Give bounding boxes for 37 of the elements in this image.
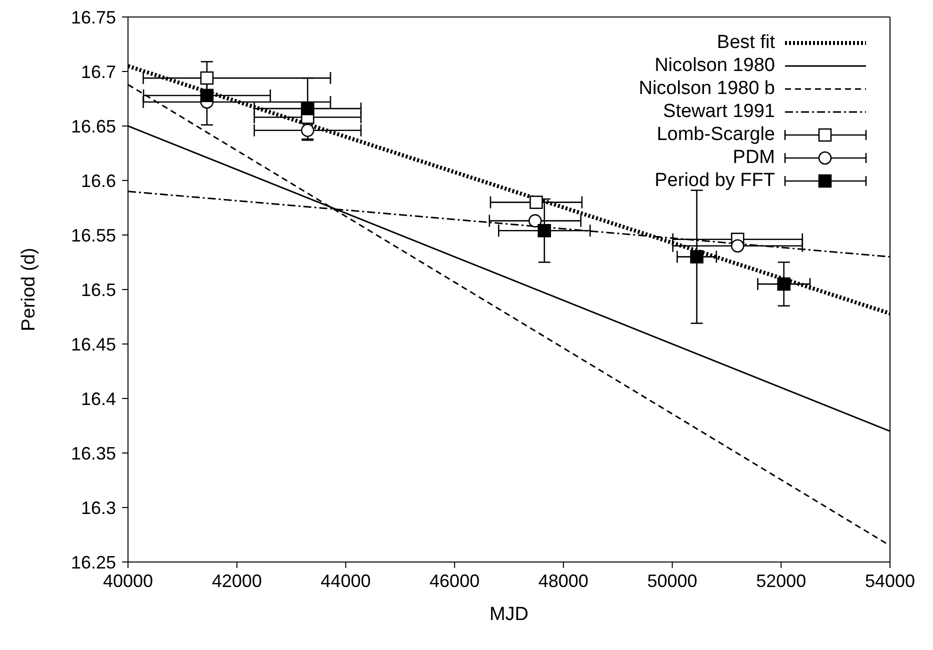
point [200,88,214,102]
x-tick-label: 52000 [756,570,806,591]
y-tick-label: 16.65 [70,116,116,136]
point [777,277,791,291]
y-tick-label: 16.5 [80,280,116,300]
y-tick-label: 16.3 [80,498,116,518]
y-tick-label: 16.75 [70,7,116,28]
legend-label: Nicolson 1980 [654,54,775,77]
x-tick-label: 44000 [320,570,371,591]
y-tick-label: 16.4 [80,388,116,409]
y-tick-label: 16.7 [80,62,116,82]
y-tick-label: 16.6 [80,170,116,191]
x-tick-label: 42000 [212,570,262,591]
y-axis-title: Period (d) [18,248,40,332]
point [730,239,744,253]
legend-label: Best fit [716,31,775,54]
legend-label: Nicolson 1980 b [638,77,775,100]
legend-label: Lomb-Scargle [656,123,775,146]
x-tick-label: 50000 [647,570,698,591]
point [300,102,314,116]
legend-label: Stewart 1991 [663,100,775,123]
y-tick-label: 16.55 [70,225,116,246]
point [200,71,214,85]
x-tick-label: 48000 [538,570,588,591]
x-tick-label: 40000 [102,570,154,591]
y-tick-label: 16.25 [70,552,116,572]
legend-label: Period by FFT [654,169,775,192]
point [530,196,543,209]
point [690,250,704,264]
y-tick-label: 16.45 [70,334,116,354]
point [538,224,552,238]
x-tick-label: 54000 [864,570,916,591]
x-tick-label: 46000 [430,570,480,591]
x-axis-title: MJD [489,604,529,625]
y-tick-label: 16.35 [70,443,116,464]
point [300,124,314,138]
legend-label: PDM [732,146,775,169]
